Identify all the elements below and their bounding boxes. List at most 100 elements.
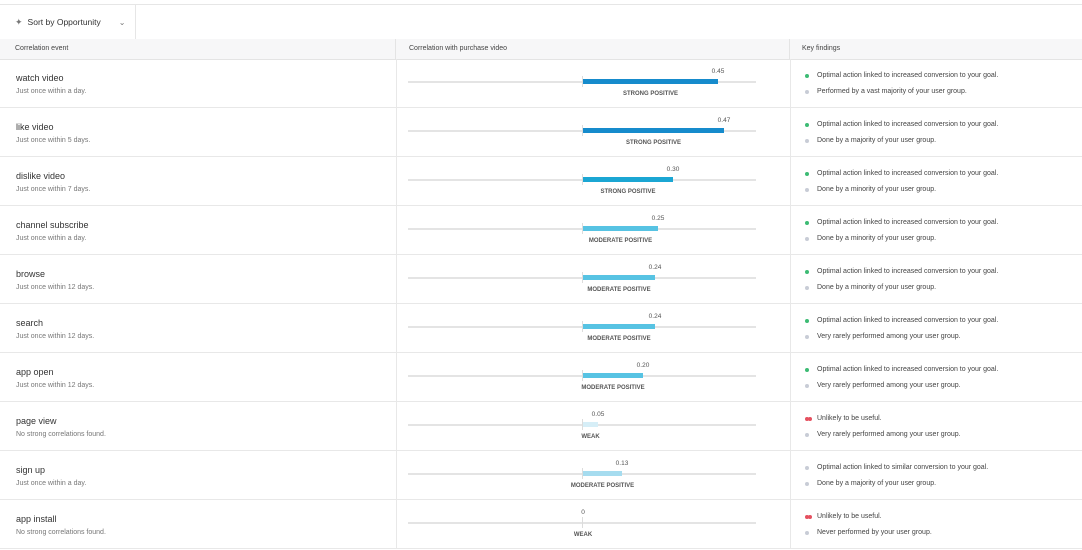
correlation-value: 0.24 — [648, 313, 662, 320]
strength-label: MODERATE POSITIVE — [587, 336, 651, 342]
finding-text: Optimal action linked to increased conve… — [817, 366, 999, 373]
finding-bullet — [805, 384, 809, 388]
correlation-bar — [583, 324, 655, 329]
column-divider — [396, 500, 397, 549]
finding-text: Done by a minority of your user group. — [817, 284, 937, 291]
toolbar: ✦ Sort by Opportunity ⌄ — [0, 4, 1082, 40]
column-divider — [790, 255, 791, 304]
zero-line — [582, 370, 583, 381]
column-divider — [396, 451, 397, 500]
column-divider — [790, 206, 791, 255]
event-name: sign up — [16, 465, 46, 475]
correlation-bar — [583, 79, 718, 84]
header-cell: Correlation event — [0, 39, 396, 59]
table-row: sign up Just once within a day. 0.13 MODERA… — [0, 451, 1082, 500]
correlation-value: 0.24 — [648, 264, 662, 271]
event-frequency: Just once within 5 days. — [16, 137, 91, 144]
finding-text: Done by a majority of your user group. — [817, 137, 937, 144]
event-name: channel subscribe — [16, 220, 89, 230]
event-name: browse — [16, 269, 46, 279]
table-row: watch video Just once within a day. 0.45 ST… — [0, 59, 1082, 108]
correlation-value: 0.45 — [711, 68, 725, 75]
strength-label: STRONG POSITIVE — [625, 140, 682, 146]
finding-text: Done by a minority of your user group. — [817, 186, 937, 193]
column-divider — [396, 304, 397, 353]
zero-line — [582, 517, 583, 528]
table-row: app open Just once within 12 days. 0.20 MOD… — [0, 353, 1082, 402]
column-divider — [396, 206, 397, 255]
finding-bullet — [805, 335, 809, 339]
finding-text: Unlikely to be useful. — [817, 513, 882, 520]
event-name: search — [16, 318, 44, 328]
correlation-bar — [583, 275, 655, 280]
column-divider — [790, 353, 791, 402]
strength-label: MODERATE POSITIVE — [581, 385, 645, 391]
sort-label: Sort by Opportunity — [27, 17, 101, 27]
correlation-bar — [583, 128, 724, 133]
column-divider — [396, 255, 397, 304]
finding-text: Optimal action linked to increased conve… — [817, 72, 999, 79]
finding-bullet — [805, 433, 809, 437]
correlation-bar — [583, 177, 673, 182]
finding-bullet — [805, 172, 809, 176]
correlation-bar — [583, 422, 598, 427]
event-name: like video — [16, 122, 54, 132]
event-frequency: No strong correlations found. — [16, 529, 106, 536]
strength-label: MODERATE POSITIVE — [588, 238, 653, 244]
zero-line — [582, 223, 583, 234]
strength-label: STRONG POSITIVE — [600, 189, 656, 195]
correlation-value: 0.25 — [651, 215, 665, 222]
correlation-value: 0.30 — [666, 166, 680, 173]
table-row: dislike video Just once within 7 days. 0.3… — [0, 157, 1082, 206]
finding-text: Optimal action linked to increased conve… — [817, 219, 999, 226]
finding-bullet — [805, 90, 809, 94]
finding-text: Optimal action linked to similar convers… — [817, 464, 989, 471]
column-divider — [790, 59, 791, 108]
finding-text: Very rarely performed among your user gr… — [817, 333, 961, 340]
event-frequency: Just once within a day. — [16, 235, 87, 242]
strength-label: WEAK — [581, 434, 600, 440]
table-header: Correlation event Correlation with purch… — [0, 39, 1082, 60]
column-divider — [790, 157, 791, 206]
column-divider — [396, 353, 397, 402]
correlation-value: 0.20 — [636, 362, 650, 369]
event-name: dislike video — [16, 171, 66, 181]
event-frequency: No strong correlations found. — [16, 431, 106, 438]
event-name: watch video — [16, 73, 64, 83]
finding-bullet — [805, 221, 809, 225]
event-name: page view — [16, 416, 57, 426]
column-divider — [396, 402, 397, 451]
table-row: page view No strong correlations found. 0.… — [0, 402, 1082, 451]
correlation-value: 0.47 — [717, 117, 731, 124]
finding-text: Done by a minority of your user group. — [817, 235, 937, 242]
strength-label: MODERATE POSITIVE — [587, 287, 651, 293]
event-frequency: Just once within 12 days. — [16, 333, 95, 340]
finding-text: Performed by a vast majority of your use… — [817, 88, 967, 95]
event-frequency: Just once within a day. — [16, 480, 87, 487]
column-divider — [790, 451, 791, 500]
zero-line — [582, 125, 583, 136]
event-frequency: Just once within 7 days. — [16, 186, 91, 193]
finding-bullet — [805, 237, 809, 241]
table-row: search Just once within 12 days. 0.24 MODER… — [0, 304, 1082, 353]
finding-bullet — [808, 417, 812, 421]
finding-text: Unlikely to be useful. — [817, 415, 882, 422]
header-cell: Correlation with purchase video — [396, 39, 790, 59]
finding-bullet — [805, 139, 809, 143]
correlation-value: 0.13 — [615, 460, 629, 467]
sparkle-icon: ✦ — [15, 16, 23, 27]
header-cell: Key findings — [802, 45, 841, 52]
strength-label: STRONG POSITIVE — [622, 91, 679, 97]
sort-button[interactable]: ✦ Sort by Opportunity ⌄ — [0, 5, 136, 39]
finding-bullet — [805, 286, 809, 290]
finding-bullet — [805, 515, 809, 519]
finding-bullet — [805, 319, 809, 323]
event-name: app open — [16, 367, 54, 377]
finding-text: Very rarely performed among your user gr… — [817, 431, 961, 438]
column-divider — [396, 59, 397, 108]
table-row: channel subscribe Just once within a day.… — [0, 206, 1082, 255]
finding-bullet — [808, 515, 812, 519]
column-divider — [396, 157, 397, 206]
column-divider — [790, 500, 791, 549]
